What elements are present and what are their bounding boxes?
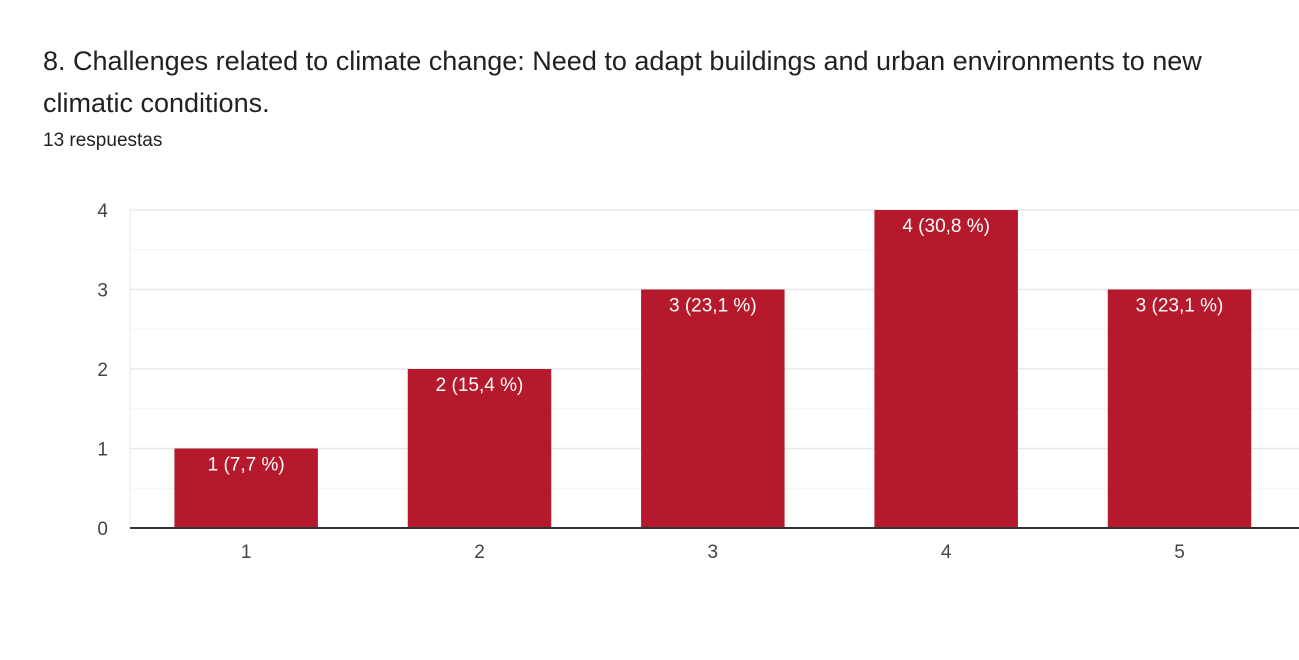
bar xyxy=(407,369,552,528)
x-tick-label: 1 xyxy=(241,542,252,563)
x-axis-ticks: 1 2 3 4 5 xyxy=(241,542,1185,563)
y-tick-label: 3 xyxy=(97,281,108,302)
x-tick-label: 5 xyxy=(1174,542,1185,563)
x-tick-label: 2 xyxy=(474,542,485,563)
bar xyxy=(1107,289,1252,528)
x-tick-label: 4 xyxy=(941,542,952,563)
response-count: 13 respuestas xyxy=(43,130,163,151)
bar-data-label: 3 (23,1 %) xyxy=(669,296,757,317)
bar-data-label: 1 (7,7 %) xyxy=(208,455,285,476)
bar-data-label: 4 (30,8 %) xyxy=(902,216,990,237)
y-tick-label: 1 xyxy=(97,440,108,461)
y-tick-label: 2 xyxy=(97,360,108,381)
y-axis-ticks: 0 1 2 3 4 xyxy=(97,201,108,540)
bars: 1 (7,7 %) 2 (15,4 %) 3 (23,1 %) 4 (30,8 %) 3… xyxy=(174,210,1252,528)
bar xyxy=(174,448,318,528)
bar xyxy=(874,210,1018,528)
x-tick-label: 3 xyxy=(708,542,719,563)
bar xyxy=(641,289,785,528)
y-tick-label: 0 xyxy=(97,519,108,540)
bar-data-label: 3 (23,1 %) xyxy=(1136,296,1224,317)
bar-data-label: 2 (15,4 %) xyxy=(436,375,524,396)
y-tick-label: 4 xyxy=(97,201,108,222)
question-title: 8. Challenges related to climate change:… xyxy=(43,46,1202,118)
